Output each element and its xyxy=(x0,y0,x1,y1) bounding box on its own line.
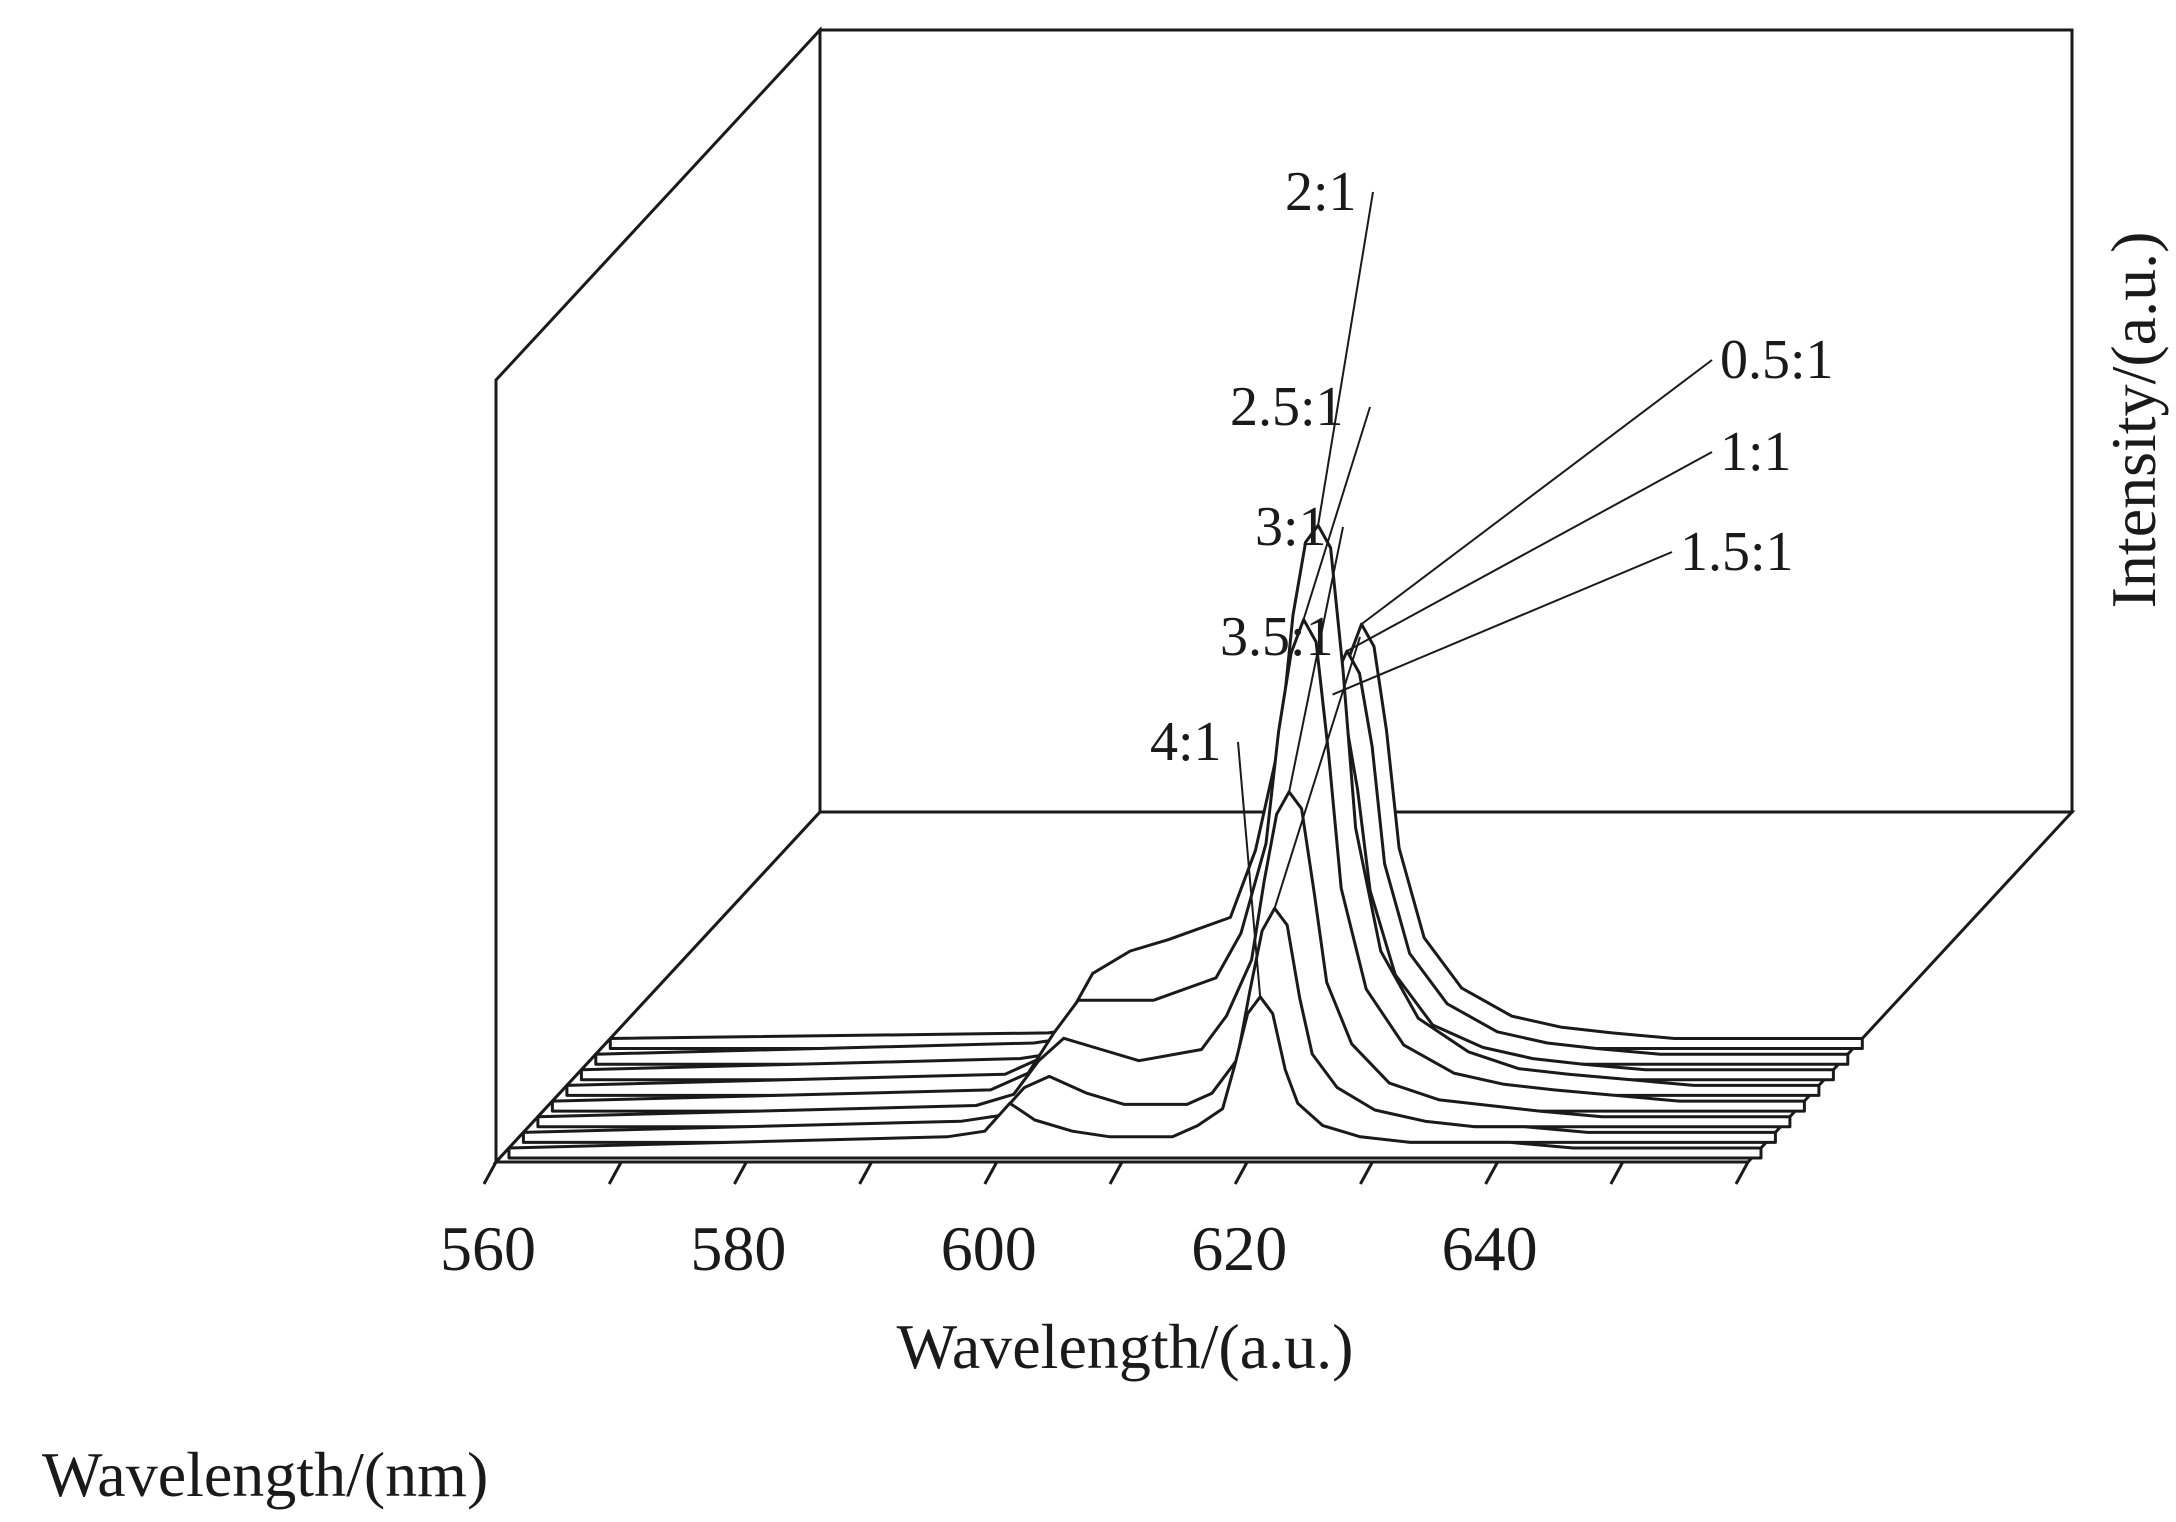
x-axis-title: Wavelength/(a.u.) xyxy=(897,1311,1354,1382)
series-leader-line xyxy=(1317,191,1374,526)
series-leader-line xyxy=(1302,406,1371,620)
x-axis-ticks: 560 580 600 620 640 xyxy=(440,1161,1750,1284)
x-tick xyxy=(1233,1161,1249,1185)
x-tick xyxy=(1359,1161,1374,1185)
series-label-0-5-1: 0.5:1 xyxy=(1720,329,1834,391)
x-tick xyxy=(983,1161,999,1185)
x-tick xyxy=(1484,1161,1499,1185)
series-leader-line xyxy=(1237,741,1262,997)
series-label-3-1: 3:1 xyxy=(1255,496,1327,558)
x-tick xyxy=(607,1161,623,1185)
series-leader-line xyxy=(1288,526,1344,793)
series-leader-line xyxy=(1346,451,1713,652)
x-tick xyxy=(1108,1161,1124,1185)
x-tick-label: 560 xyxy=(440,1213,536,1284)
series-label-3-5-1: 3.5:1 xyxy=(1220,606,1334,668)
series-label-4-1: 4:1 xyxy=(1150,711,1222,773)
back-wall xyxy=(818,28,2074,814)
z-axis-title: Intensity/(a.u.) xyxy=(2098,232,2169,609)
series-leader-line xyxy=(1273,636,1361,909)
figure-caption: Wavelength/(nm) xyxy=(42,1439,489,1510)
series-label-2-1: 2:1 xyxy=(1285,161,1357,223)
series-leader-line xyxy=(1332,551,1673,696)
x-tick-label: 600 xyxy=(941,1213,1037,1284)
series-label-1-5-1: 1.5:1 xyxy=(1680,521,1794,583)
spectrum-2-5-1 xyxy=(550,618,1806,1113)
x-tick-label: 640 xyxy=(1442,1213,1538,1284)
series-label-2-5-1: 2.5:1 xyxy=(1230,376,1344,438)
x-tick xyxy=(482,1161,498,1185)
x-tick xyxy=(1734,1161,1750,1185)
x-tick xyxy=(858,1161,873,1185)
series-label-1-1: 1:1 xyxy=(1720,421,1792,483)
spectrum-4-1 xyxy=(507,995,1763,1160)
spectrum-3-5-1 xyxy=(521,906,1777,1144)
x-tick-label: 580 xyxy=(690,1213,786,1284)
series-leader-line xyxy=(1360,359,1713,625)
series-labels: 4:1 3.5:1 3:1 2.5:1 2:1 1.5:1 1:1 0.5:1 xyxy=(1150,161,1834,997)
x-tick xyxy=(1609,1161,1625,1185)
x-tick xyxy=(733,1161,748,1185)
x-tick-label: 620 xyxy=(1191,1213,1287,1284)
